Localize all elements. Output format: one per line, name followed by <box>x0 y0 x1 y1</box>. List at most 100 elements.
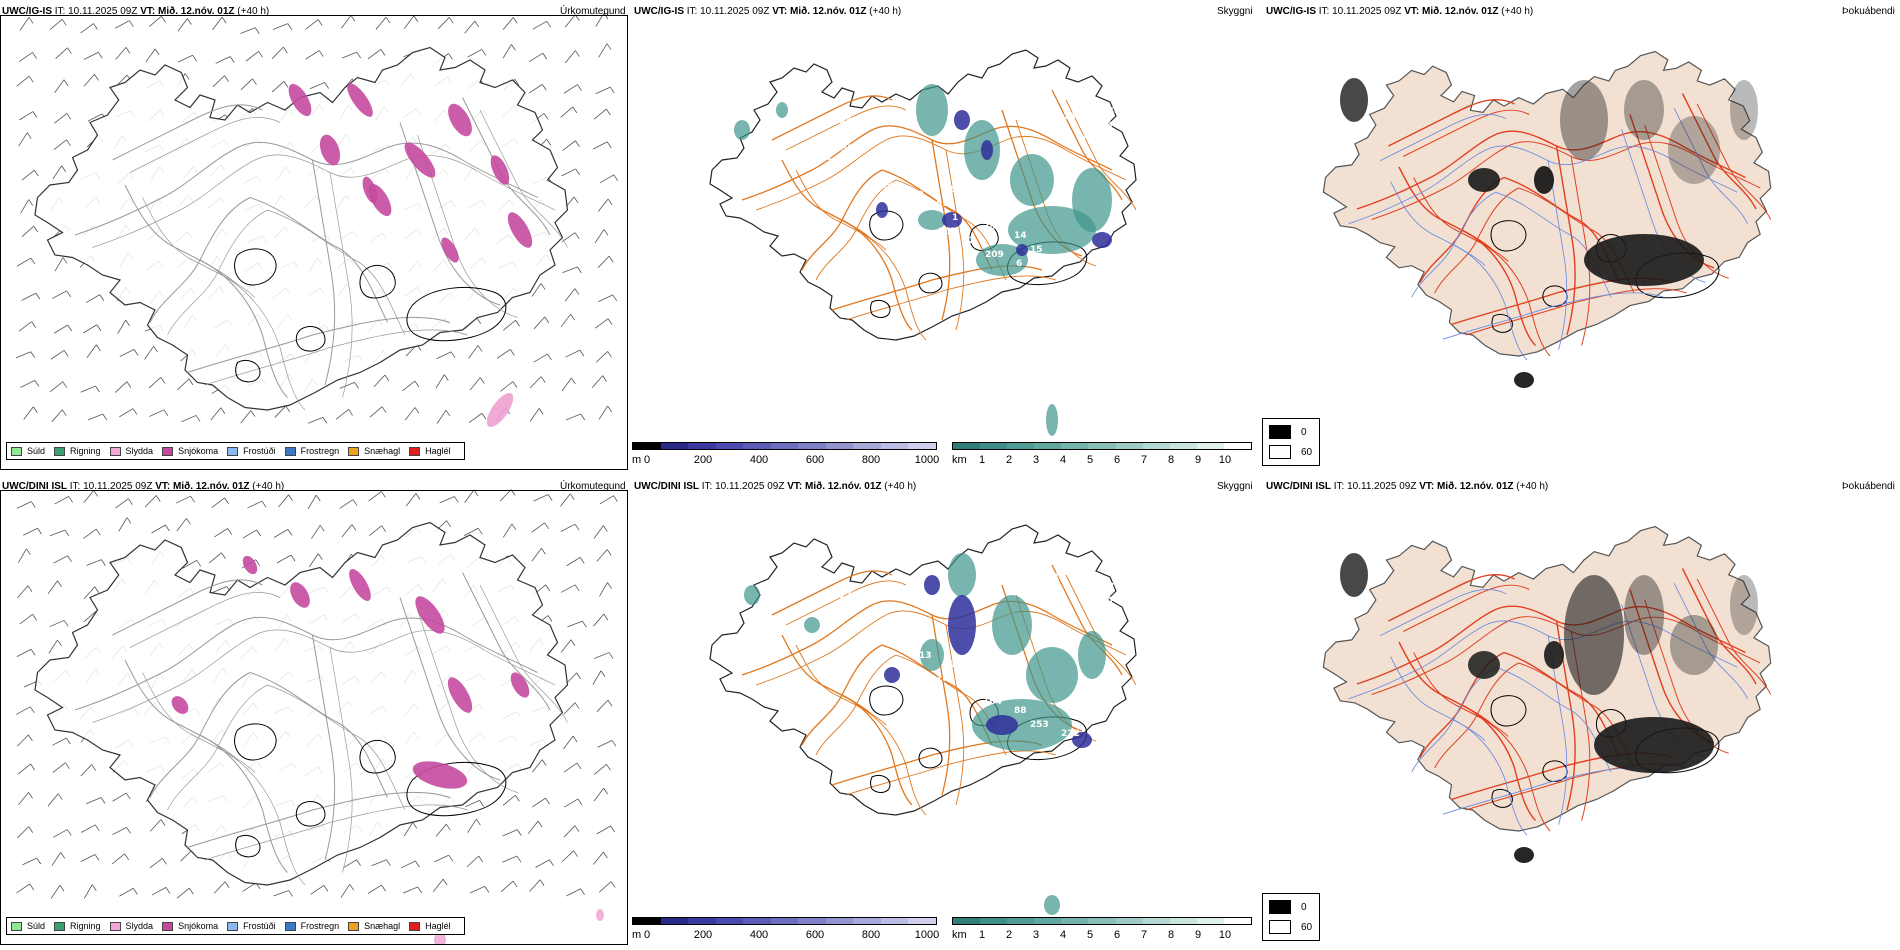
wind-barb-feather <box>607 405 613 413</box>
wind-barb <box>49 19 63 30</box>
cloud-map-svg: 5053493363281425541623623514281561393518… <box>709 49 1137 436</box>
lead-time: (+40 h) <box>884 481 917 492</box>
colorbar-unit: km <box>952 454 967 466</box>
cloud-base-label: 236 <box>872 153 891 163</box>
wind-barb-feather <box>318 50 324 57</box>
cloud-base-label: 33 <box>903 162 916 172</box>
legend-swatch <box>11 921 22 931</box>
cloud-base-label: 186 <box>936 674 955 684</box>
fog-legend-value: 0 <box>1301 901 1307 913</box>
fog-area <box>1534 166 1554 194</box>
colorbar-cell <box>798 918 826 924</box>
wind-barb <box>86 559 102 566</box>
wind-barb <box>531 283 542 297</box>
colorbar-cell <box>688 918 716 924</box>
wind-barb <box>112 827 127 836</box>
colorbar-cell <box>1196 918 1224 924</box>
fog-area <box>1340 553 1368 597</box>
cloud-base-label: 128 <box>825 605 844 615</box>
wind-barb-feather <box>450 351 456 359</box>
legend-item: Frostúði <box>227 446 276 456</box>
wind-barb <box>181 415 197 423</box>
cloud-base-label: 35 <box>841 144 854 154</box>
wind-barb-feather <box>102 413 108 421</box>
wind-barb <box>561 232 576 243</box>
panel-header: UWC/DINI ISL IT: 10.11.2025 09Z VT: Mið.… <box>634 481 916 493</box>
wind-barb-feather <box>356 859 361 866</box>
wind-barb-feather <box>165 524 170 532</box>
colorbar-tick: 1 <box>978 929 986 941</box>
wind-barb <box>599 174 615 184</box>
wind-barb <box>48 639 58 654</box>
fog-legend-swatch <box>1269 920 1291 934</box>
legend-item: Súld <box>11 921 45 931</box>
wind-barb-feather <box>512 17 518 24</box>
visibility-area <box>918 210 946 230</box>
wind-barb-feather <box>160 819 166 826</box>
valid-time: Mið. 12.nóv. 01Z <box>1437 481 1514 492</box>
wind-barb <box>208 552 222 564</box>
wind-barb-feather <box>160 377 166 384</box>
model-name: UWC/DINI ISL <box>2 481 67 492</box>
wind-barb <box>529 879 541 892</box>
wind-barb-feather <box>606 764 611 771</box>
wind-barb <box>597 255 610 268</box>
wind-barb-feather <box>66 829 72 836</box>
wind-barb-feather <box>100 797 106 804</box>
colorbar-strip <box>952 917 1252 925</box>
wind-barb <box>148 376 162 389</box>
wind-barb-feather <box>515 795 520 802</box>
wind-barb-feather <box>67 47 72 55</box>
wind-barb <box>177 378 190 391</box>
wind-barb-feather <box>132 888 138 895</box>
wind-barb <box>373 374 386 388</box>
fog-legend-value: 0 <box>1301 426 1307 438</box>
wind-barb <box>16 883 31 894</box>
wind-barb <box>112 792 127 802</box>
wind-barb-feather <box>283 81 289 88</box>
wind-barb <box>468 345 479 359</box>
wind-barb-feather <box>125 319 131 327</box>
wind-barb-feather <box>126 517 132 524</box>
wind-barb <box>119 349 135 358</box>
legend-item: Snjókoma <box>162 446 218 456</box>
lead-time: (+40 h) <box>869 6 902 17</box>
wind-barb-feather <box>93 23 98 30</box>
wind-barb-feather <box>101 559 106 566</box>
legend-item: Haglél <box>409 446 451 456</box>
colorbar-cell <box>1196 443 1224 449</box>
wind-barb-feather <box>91 764 97 771</box>
wind-barb-feather <box>187 18 192 25</box>
colorbar-unit: m <box>632 454 642 466</box>
wind-barb <box>563 84 578 94</box>
wind-barb <box>83 586 96 600</box>
wind-barb-feather <box>32 52 37 59</box>
wind-barb-feather <box>34 169 39 177</box>
wind-barb <box>592 670 602 685</box>
wind-barb-feather <box>574 584 580 592</box>
wind-barb-feather <box>574 523 580 531</box>
fog-area <box>1468 651 1500 679</box>
fog-area <box>1730 80 1758 140</box>
wind-barb <box>560 493 571 507</box>
wind-barb <box>212 75 225 87</box>
wind-barb-feather <box>512 880 518 888</box>
wind-barb-feather <box>195 415 201 422</box>
lead-time: (+40 h) <box>237 6 270 17</box>
visibility-area <box>976 244 1028 276</box>
wind-barb-feather <box>384 374 390 382</box>
fog-area <box>1624 80 1664 140</box>
valid-time-label: VT: <box>772 6 788 17</box>
wind-barb-feather <box>66 113 72 120</box>
wind-barb-feather <box>512 381 518 388</box>
wind-barb-feather <box>67 555 72 562</box>
colorbar-cell <box>1169 443 1197 449</box>
wind-barb-feather <box>454 496 459 503</box>
wind-barb <box>563 702 576 715</box>
wind-barb-feather <box>62 257 68 264</box>
fog-indicator-legend: 0 60 <box>1262 893 1320 941</box>
wind-barb-feather <box>124 853 130 861</box>
wind-barb-feather <box>27 585 33 592</box>
wind-barb-feather <box>317 19 323 26</box>
wind-barb-feather <box>254 27 260 34</box>
